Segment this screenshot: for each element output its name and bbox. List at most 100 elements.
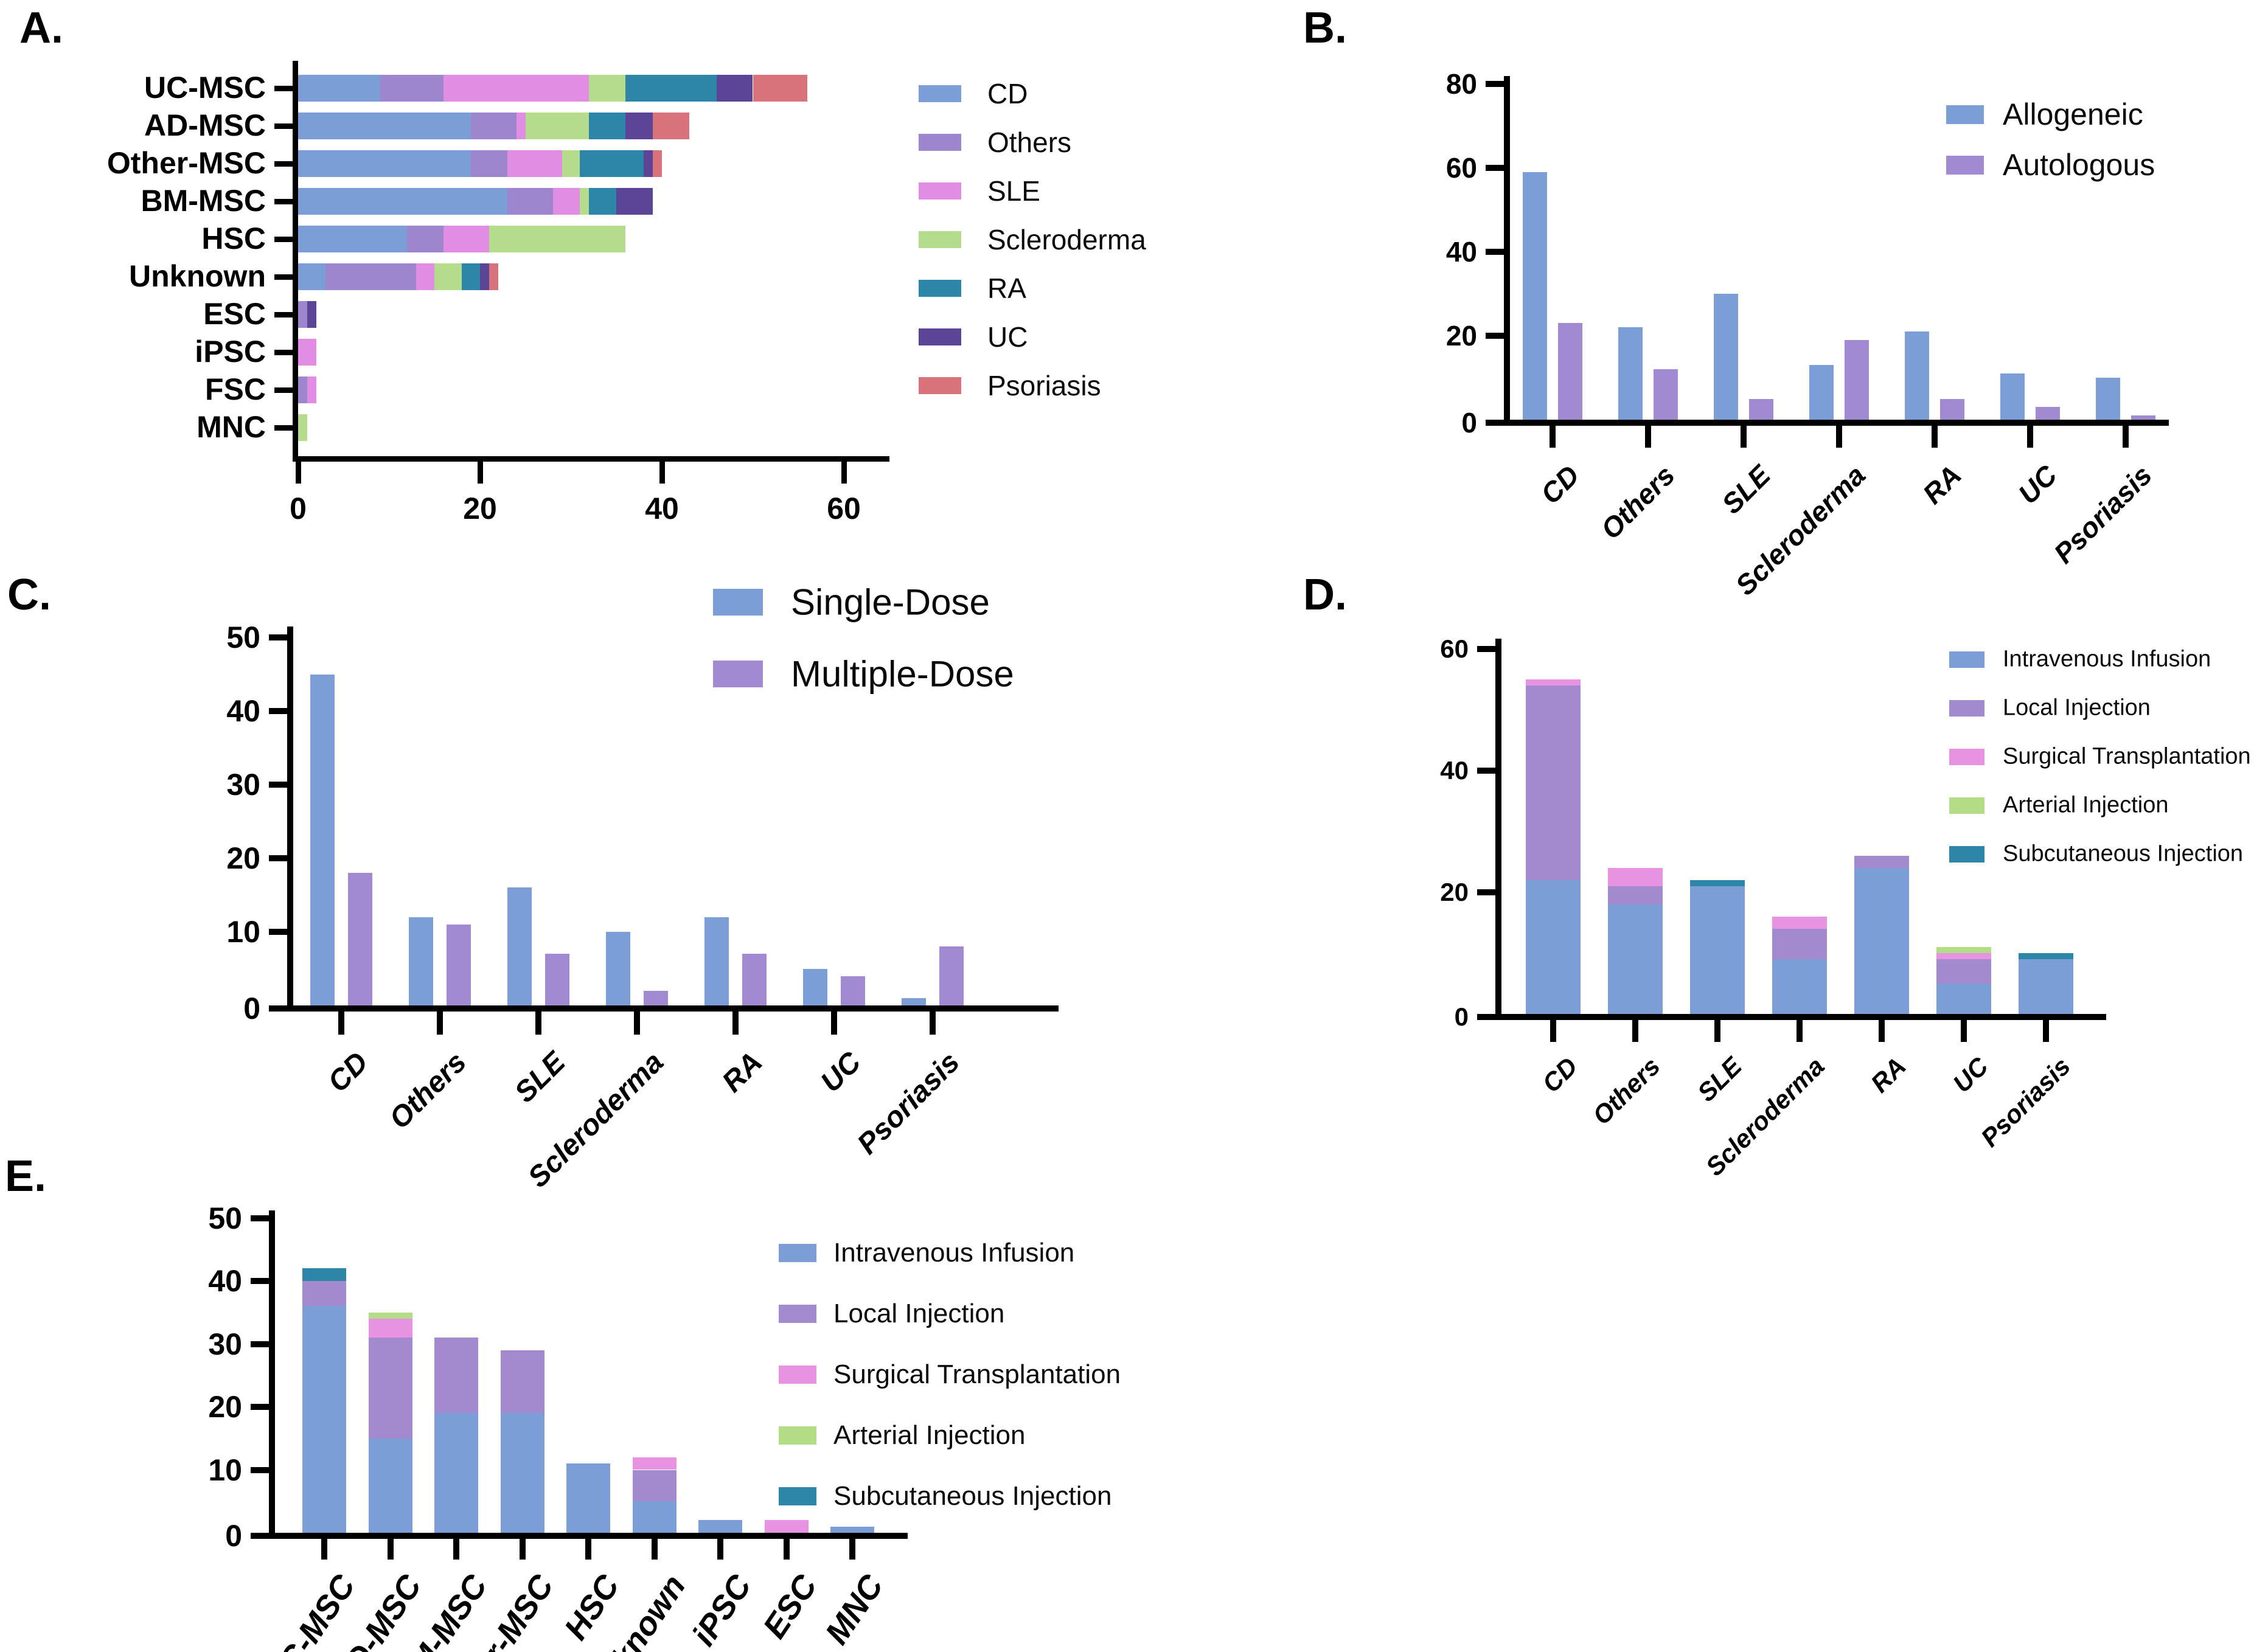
legend-label-subcutaneous-injection: Subcutaneous Injection: [833, 1481, 1112, 1511]
category-tick-hsc: [585, 1539, 591, 1560]
bar-segment-bm-msc-sle: [552, 188, 580, 215]
bar-segment-ad-msc-intravenous-infusion: [368, 1438, 412, 1533]
category-tick-cd: [338, 1012, 344, 1035]
bar-segment-uc-msc-others: [380, 75, 444, 102]
y-tick-label-40: 40: [208, 1264, 242, 1298]
y-axis: [293, 61, 298, 462]
bar-segment-unknown-cd: [298, 263, 325, 290]
bar-segment-cd-surgical-transplantation: [1526, 679, 1581, 685]
y-tick-label-60: 60: [1440, 634, 1469, 663]
y-tick-label-40: 40: [226, 694, 260, 728]
category-tick-ra: [1879, 1020, 1885, 1042]
bar-psoriasis-single-dose: [902, 998, 926, 1005]
category-label-fsc: FSC: [205, 372, 266, 406]
bar-ra-autologous: [1940, 398, 1964, 420]
bar-segment-uc-msc-ra: [625, 75, 717, 102]
category-tick-others: [437, 1012, 443, 1035]
category-label-ad-msc: AD-MSC: [144, 108, 266, 142]
bar-segment-ad-msc-surgical-transplantation: [368, 1319, 412, 1338]
bar-segment-ad-msc-ra: [589, 113, 626, 139]
bar-segment-other-msc-psoriasis: [653, 150, 662, 177]
bar-segment-others-surgical-transplantation: [1608, 868, 1663, 886]
bar-segment-sle-subcutaneous-injection: [1690, 880, 1745, 886]
bar-segment-ipsc-intravenous-infusion: [698, 1520, 742, 1533]
legend-swatch-psoriasis: [919, 377, 961, 394]
y-tick-20: [269, 855, 287, 861]
bar-segment-uc-msc-scleroderma: [589, 75, 626, 102]
legend-swatch-intravenous-infusion: [779, 1244, 816, 1262]
category-label-mnc: MNC: [818, 1568, 891, 1651]
bar-segment-bm-msc-uc: [616, 188, 653, 215]
x-tick-20: [477, 462, 483, 484]
legend-swatch-allogeneic: [1946, 105, 1984, 124]
bar-segment-ad-msc-cd: [298, 113, 471, 139]
category-label-unknown: Unknown: [129, 259, 266, 293]
y-tick-label-30: 30: [208, 1327, 242, 1361]
legend-label-allogeneic: Allogeneic: [2003, 97, 2143, 131]
category-tick-scleroderma: [634, 1012, 640, 1035]
category-label-mnc: MNC: [197, 409, 266, 444]
category-tick-bm-msc: [274, 198, 293, 204]
x-tick-label-40: 40: [645, 491, 679, 526]
bar-segment-ra-intravenous-infusion: [1854, 868, 1909, 1014]
bar-segment-unknown-sle: [416, 263, 435, 290]
y-tick-label-0: 0: [1454, 1002, 1469, 1031]
category-tick-mnc: [849, 1539, 855, 1560]
legend-label-autologous: Autologous: [2003, 148, 2155, 182]
category-label-hsc: HSC: [201, 221, 266, 255]
y-tick-label-20: 20: [1440, 878, 1469, 906]
bar-segment-uc-arterial-injection: [1936, 947, 1991, 953]
bar-segment-ad-msc-others: [471, 113, 517, 139]
y-tick-20: [1477, 889, 1495, 895]
y-tick-30: [269, 782, 287, 788]
legend-label-cd: CD: [987, 78, 1028, 109]
y-tick-0: [1477, 1014, 1495, 1020]
bar-segment-ad-msc-arterial-injection: [368, 1312, 412, 1319]
bar-segment-hsc-others: [407, 226, 444, 252]
legend-label-multiple-dose: Multiple-Dose: [791, 653, 1014, 695]
panel-b-label: B.: [1303, 4, 1347, 52]
bar-segment-unknown-intravenous-infusion: [632, 1501, 677, 1533]
y-tick-10: [269, 929, 287, 935]
bar-uc-multiple-dose: [841, 976, 865, 1005]
category-label-esc: ESC: [203, 296, 266, 331]
category-tick-ra: [1932, 426, 1938, 448]
bar-segment-ad-msc-sle: [516, 113, 526, 139]
category-tick-ipsc: [274, 349, 293, 355]
category-tick-unknown: [274, 274, 293, 280]
y-tick-40: [1486, 249, 1504, 255]
bar-segment-scleroderma-surgical-transplantation: [1772, 917, 1827, 929]
category-tick-scleroderma: [1836, 426, 1842, 448]
legend-swatch-uc: [919, 328, 961, 345]
bar-segment-ra-local-injection: [1854, 856, 1909, 868]
legend-label-scleroderma: Scleroderma: [987, 224, 1146, 255]
bar-segment-other-msc-ra: [580, 150, 644, 177]
category-tick-ad-msc: [387, 1539, 394, 1560]
category-tick-ad-msc: [274, 123, 293, 129]
bar-segment-others-local-injection: [1608, 886, 1663, 904]
category-tick-mnc: [274, 425, 293, 431]
y-tick-20: [251, 1404, 269, 1410]
category-label-bm-msc: BM-MSC: [141, 183, 266, 218]
bar-sle-autologous: [1749, 398, 1773, 420]
category-tick-bm-msc: [453, 1539, 459, 1560]
legend-label-uc: UC: [987, 321, 1028, 353]
legend-swatch-single-dose: [713, 589, 763, 616]
bar-segment-hsc-cd: [298, 226, 408, 252]
bar-segment-other-msc-sle: [507, 150, 562, 177]
x-tick-label-0: 0: [290, 491, 307, 526]
y-axis: [1495, 639, 1501, 1020]
panel-d-label: D.: [1303, 571, 1347, 619]
legend-swatch-autologous: [1946, 155, 1984, 175]
bar-segment-other-msc-others: [471, 150, 507, 177]
legend-swatch-sle: [919, 182, 961, 200]
bar-segment-hsc-intravenous-infusion: [566, 1463, 610, 1533]
legend-label-arterial-injection: Arterial Injection: [833, 1420, 1026, 1450]
legend-swatch-ra: [919, 280, 961, 297]
y-tick-label-60: 60: [1445, 152, 1477, 184]
y-tick-60: [1477, 646, 1495, 652]
bar-segment-unknown-others: [325, 263, 417, 290]
category-tick-fsc: [274, 387, 293, 393]
y-tick-label-50: 50: [208, 1201, 242, 1235]
